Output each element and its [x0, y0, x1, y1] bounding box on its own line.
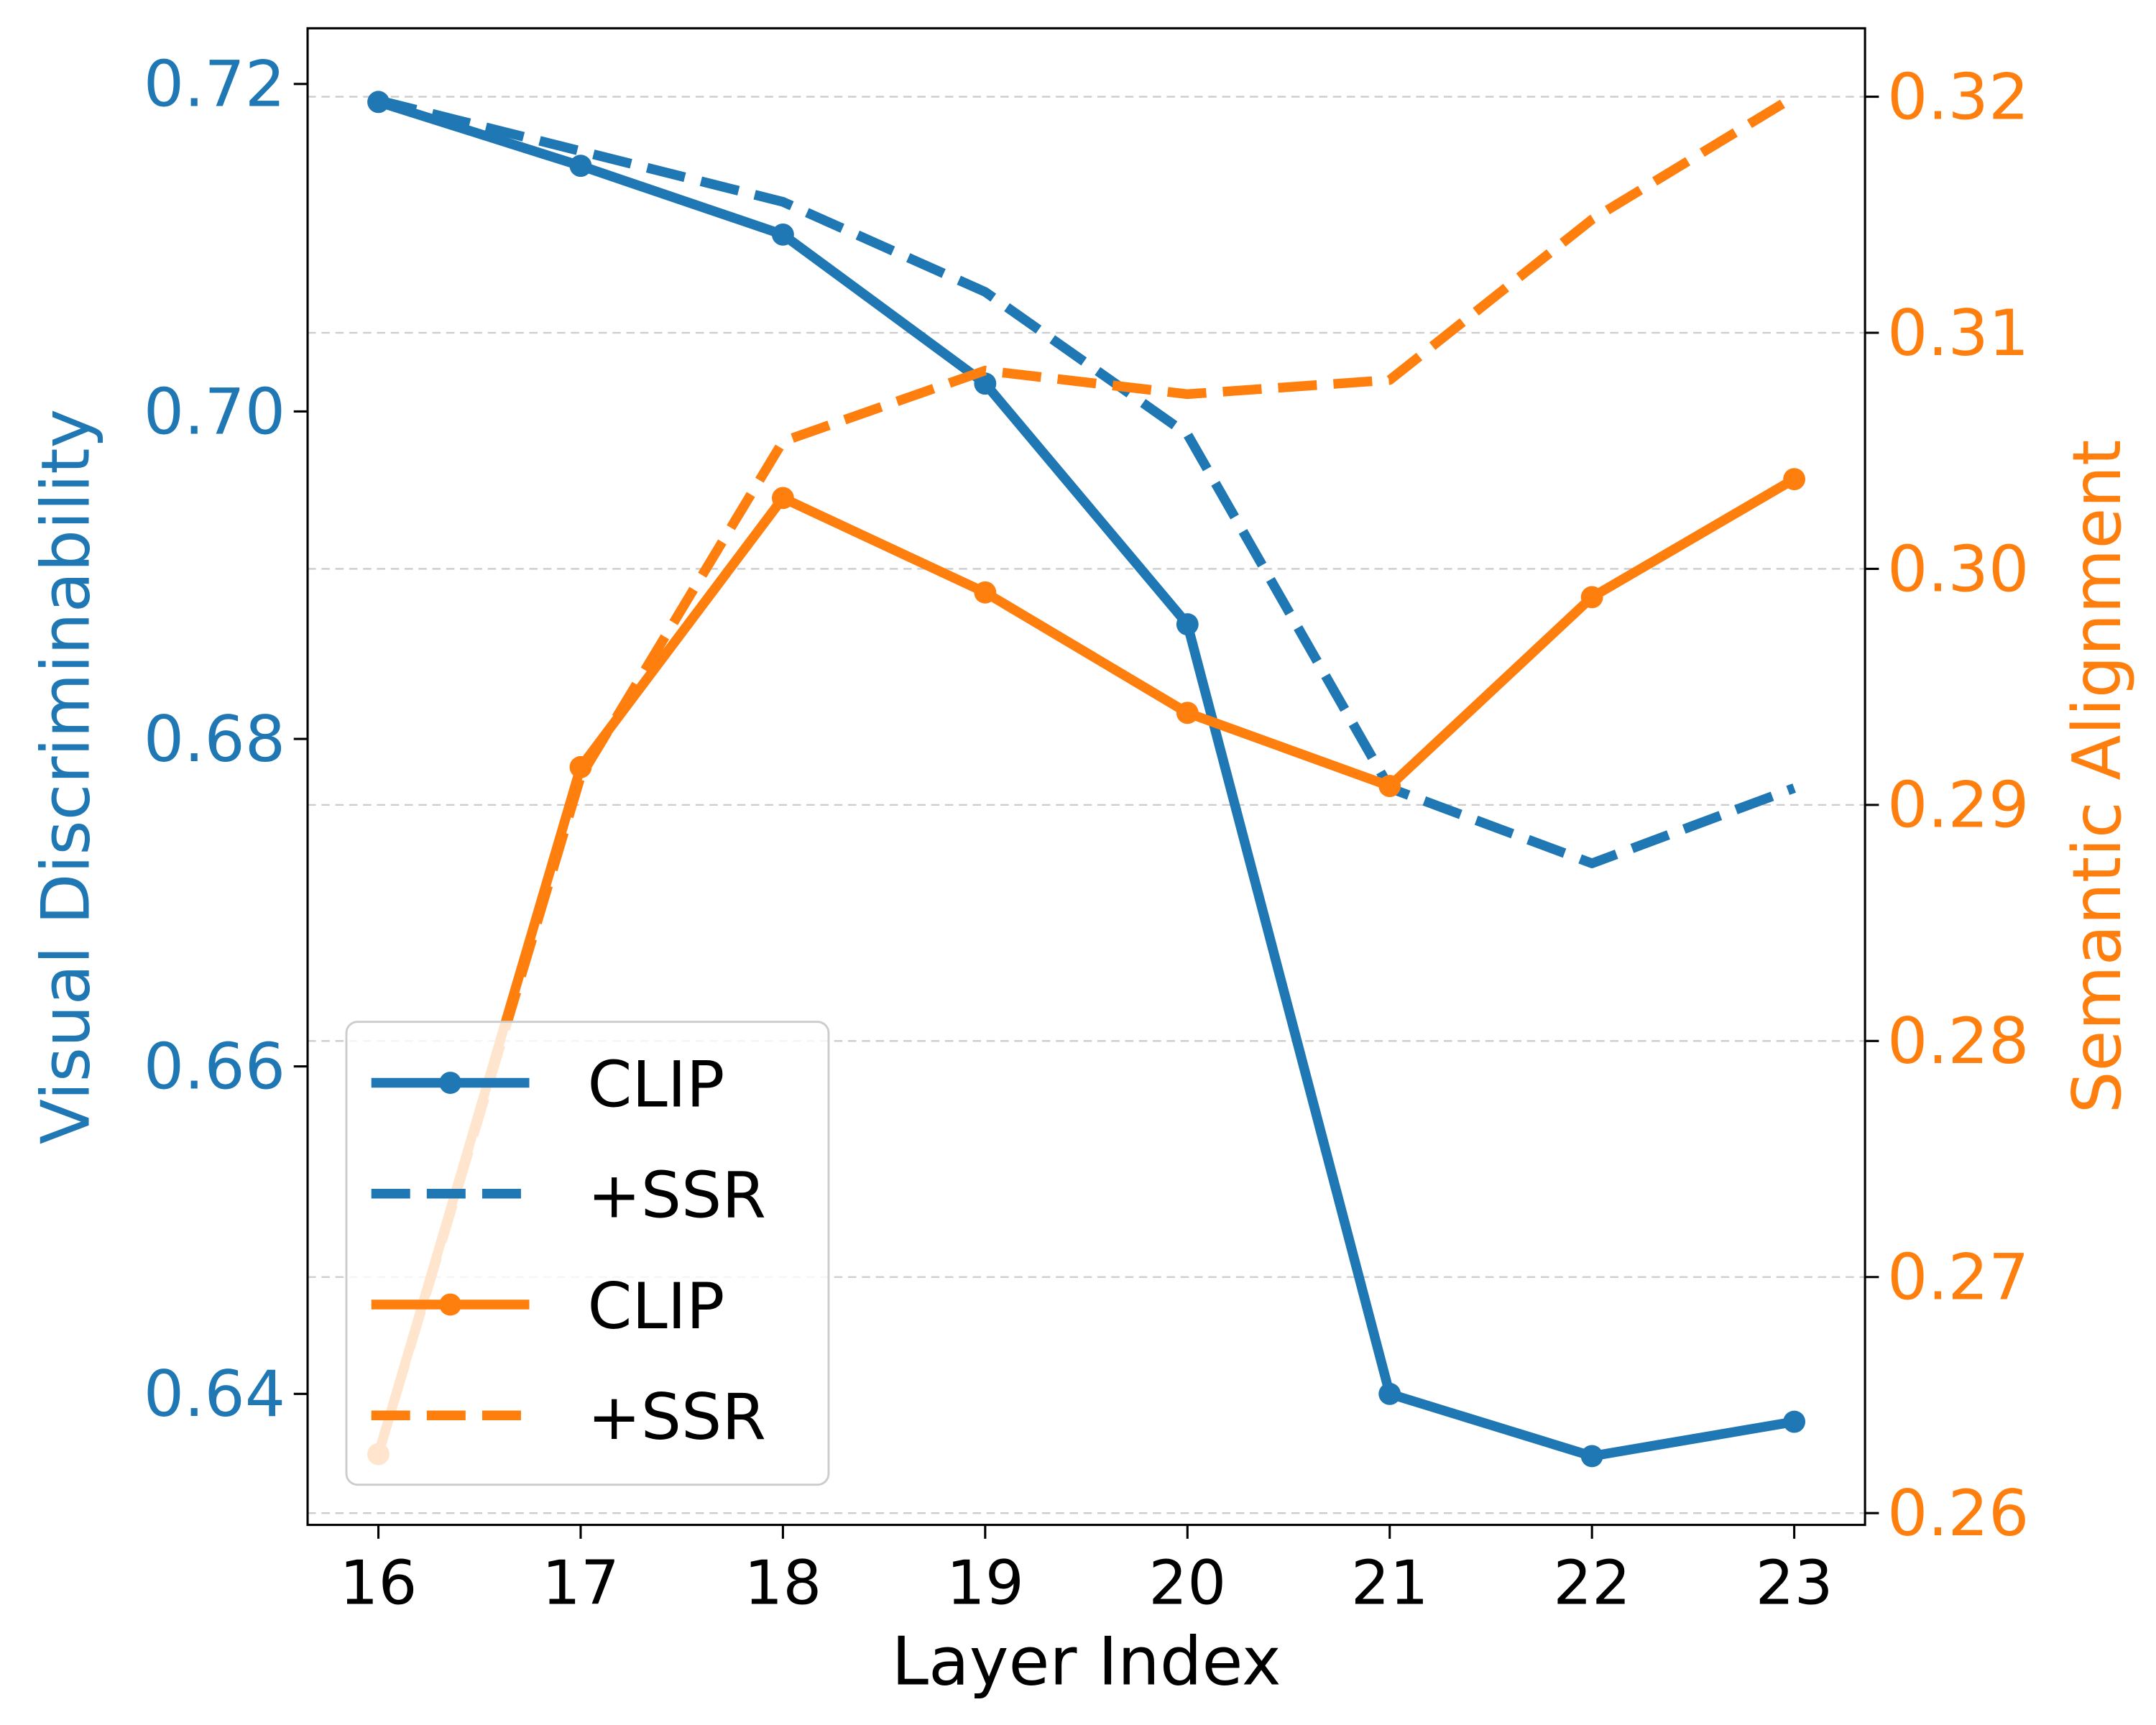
grid [308, 96, 1866, 1514]
x-tick-label: 21 [1351, 1547, 1429, 1619]
data-point [974, 581, 997, 604]
plot-frame [306, 27, 1866, 1527]
data-point [1176, 702, 1199, 724]
series-line-right-ssr [374, 92, 1797, 1455]
right-y-tick-label: 0.28 [1887, 1004, 2029, 1078]
right-y-axis: 0.26 0.27 0.28 0.29 0.30 0.31 0.32 [1865, 60, 2029, 1550]
legend-label: +SSR [587, 1380, 765, 1454]
series-line-right-clip [374, 474, 1797, 1455]
left-y-tick-label: 0.64 [144, 1357, 285, 1431]
x-tick-label: 17 [542, 1547, 619, 1619]
left-y-tick-label: 0.66 [144, 1030, 285, 1104]
legend-marker [439, 1293, 462, 1316]
right-y-tick-label: 0.31 [1887, 296, 2029, 370]
x-tick-label: 16 [340, 1547, 418, 1619]
right-y-tick-label: 0.29 [1887, 768, 2029, 842]
series-line-left-ssr [377, 96, 1796, 868]
data-point [1378, 1382, 1401, 1405]
right-y-tick-label: 0.32 [1887, 60, 2029, 134]
legend-frame [345, 1021, 830, 1486]
data-point [569, 155, 592, 178]
data-point [771, 487, 794, 510]
series-lines [367, 91, 1806, 1468]
x-axis: 16 17 18 19 20 21 22 23 [340, 1524, 1833, 1619]
right-y-axis-label: Semantic Alignment [2058, 440, 2136, 1114]
x-tick-label: 22 [1553, 1547, 1631, 1619]
data-point [1580, 1445, 1603, 1468]
left-y-tick-label: 0.70 [144, 374, 285, 448]
legend-label: CLIP [587, 1269, 724, 1343]
left-y-tick-label: 0.68 [144, 702, 285, 776]
data-point [1378, 775, 1401, 798]
data-point [771, 223, 794, 246]
x-tick-label: 23 [1756, 1547, 1833, 1619]
legend-marker [439, 1072, 462, 1094]
x-tick-label: 19 [946, 1547, 1024, 1619]
legend: CLIP +SSR CLIP +SSR [345, 1021, 830, 1486]
right-y-tick-label: 0.26 [1887, 1476, 2029, 1550]
data-point [1580, 586, 1603, 609]
legend-label: CLIP [587, 1047, 724, 1121]
left-y-axis-label: Visual Discriminability [27, 409, 104, 1145]
x-tick-label: 18 [744, 1547, 821, 1619]
legend-label: +SSR [587, 1159, 765, 1233]
data-point [1176, 613, 1199, 636]
right-y-tick-label: 0.30 [1887, 532, 2029, 606]
x-tick-label: 20 [1148, 1547, 1226, 1619]
data-point [1783, 1410, 1806, 1433]
x-axis-label: Layer Index [891, 1622, 1281, 1700]
left-y-tick-label: 0.72 [144, 47, 285, 121]
data-point [1783, 468, 1806, 491]
series-line-left-clip [377, 97, 1795, 1461]
data-point [974, 372, 997, 395]
left-y-axis: 0.64 0.66 0.68 0.70 0.72 [144, 47, 308, 1431]
right-y-tick-label: 0.27 [1887, 1241, 2029, 1315]
